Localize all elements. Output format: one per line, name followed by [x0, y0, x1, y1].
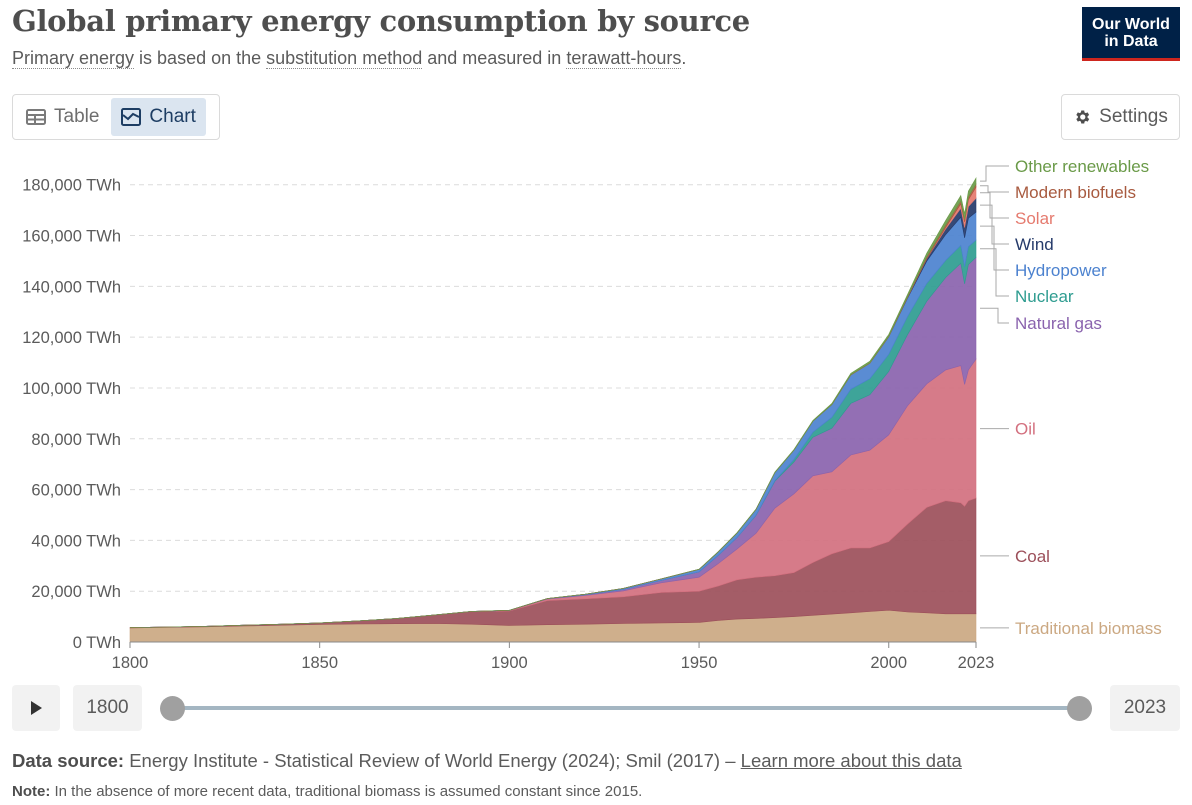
tab-chart-label: Chart — [149, 106, 196, 127]
subtitle-text: is based on the — [134, 48, 267, 68]
logo-line2: in Data — [1104, 32, 1158, 50]
substitution-method-link[interactable]: substitution method — [266, 48, 423, 69]
x-tick-label: 1850 — [301, 654, 338, 672]
view-tabs: Table Chart — [12, 94, 220, 140]
area-other-renewables — [129, 176, 977, 628]
settings-label: Settings — [1099, 106, 1168, 127]
source-text: Energy Institute - Statistical Review of… — [129, 750, 741, 771]
y-tick-label: 100,000 TWh — [22, 380, 121, 398]
y-tick-label: 120,000 TWh — [22, 329, 121, 347]
data-source: Data source: Energy Institute - Statisti… — [12, 750, 962, 772]
legend-label-wind: Wind — [1015, 235, 1054, 254]
legend-connector — [980, 204, 1009, 245]
source-label: Data source: — [12, 750, 125, 771]
chart-subtitle: Primary energy is based on the substitut… — [12, 48, 686, 69]
note-text: In the absence of more recent data, trad… — [54, 783, 643, 800]
area-series — [129, 176, 977, 643]
logo-line1: Our World — [1092, 15, 1170, 33]
x-tick-label: 1900 — [491, 654, 528, 672]
y-tick-label: 180,000 TWh — [22, 177, 121, 195]
legend-connector — [980, 248, 1009, 297]
legend-connector — [980, 307, 1009, 324]
legend-connector — [980, 225, 1009, 271]
start-year-box[interactable]: 1800 — [73, 685, 142, 731]
chart-icon — [121, 108, 142, 126]
gear-icon — [1076, 110, 1090, 124]
y-tick-label: 60,000 TWh — [31, 482, 121, 500]
settings-button[interactable]: Settings — [1061, 94, 1180, 140]
chart-note: Note: In the absence of more recent data… — [12, 783, 642, 800]
subtitle-text: . — [681, 48, 687, 68]
timeline-slider[interactable] — [173, 706, 1079, 710]
end-year-box[interactable]: 2023 — [1110, 685, 1180, 731]
owid-logo[interactable]: Our World in Data — [1082, 7, 1180, 61]
legend-label-modern-biofuels: Modern biofuels — [1015, 183, 1136, 202]
note-label: Note: — [12, 783, 51, 800]
y-tick-label: 0 TWh — [73, 634, 121, 652]
x-tick-label: 1800 — [112, 654, 149, 672]
y-tick-label: 20,000 TWh — [31, 583, 121, 601]
y-tick-label: 80,000 TWh — [31, 431, 121, 449]
legend-label-other-renewables: Other renewables — [1015, 157, 1149, 176]
subtitle-text: and measured in — [422, 48, 567, 68]
y-axis: 0 TWh 20,000 TWh 40,000 TWh 60,000 TWh 80,00… — [22, 177, 121, 652]
y-tick-label: 140,000 TWh — [22, 278, 121, 296]
primary-energy-link[interactable]: Primary energy — [12, 48, 135, 69]
timeline-start-handle[interactable] — [160, 696, 185, 721]
tab-table-label: Table — [54, 106, 100, 127]
x-tick-label: 2023 — [958, 654, 995, 672]
x-axis: 1800 1850 1900 1950 2000 2023 — [112, 641, 995, 672]
legend-label-natural-gas: Natural gas — [1015, 314, 1102, 333]
legend-label-traditional-biomass: Traditional biomass — [1015, 619, 1162, 638]
x-tick-label: 2000 — [870, 654, 907, 672]
stacked-area-chart: 0 TWh 20,000 TWh 40,000 TWh 60,000 TWh 80,00… — [22, 157, 1162, 672]
y-tick-label: 40,000 TWh — [31, 532, 121, 550]
chart-title: Global primary energy consumption by sou… — [12, 4, 750, 38]
terawatt-hours-link[interactable]: terawatt-hours — [566, 48, 682, 69]
legend-label-nuclear: Nuclear — [1015, 287, 1074, 306]
legend-connector — [980, 165, 1009, 182]
legend-label-hydropower: Hydropower — [1015, 261, 1107, 280]
play-icon — [31, 701, 42, 715]
legend-label-oil: Oil — [1015, 420, 1036, 439]
legend-connector — [980, 185, 1009, 193]
learn-more-link[interactable]: Learn more about this data — [740, 750, 962, 771]
legend: Other renewables Modern biofuels Solar Wind… — [980, 157, 1162, 638]
tab-chart[interactable]: Chart — [111, 98, 206, 136]
legend-label-solar: Solar — [1015, 209, 1055, 228]
x-tick-label: 1950 — [681, 654, 718, 672]
legend-label-coal: Coal — [1015, 547, 1050, 566]
tab-table[interactable]: Table — [16, 98, 109, 136]
y-tick-label: 160,000 TWh — [22, 228, 121, 246]
play-button[interactable] — [12, 685, 60, 731]
table-icon — [26, 109, 46, 125]
timeline-end-handle[interactable] — [1067, 696, 1092, 721]
